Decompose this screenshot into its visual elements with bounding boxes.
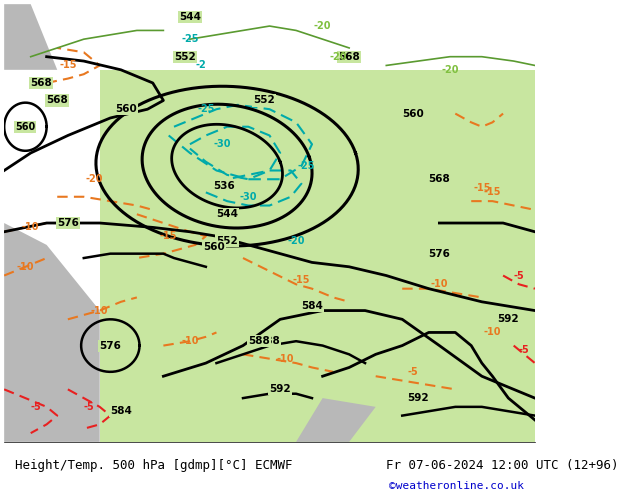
Text: -25: -25 — [298, 161, 316, 171]
Text: -2: -2 — [195, 60, 206, 71]
Text: 588: 588 — [248, 336, 270, 346]
Text: 552: 552 — [216, 236, 238, 245]
Text: -25: -25 — [197, 104, 214, 114]
Text: -10: -10 — [91, 306, 108, 316]
Text: -15: -15 — [160, 231, 178, 241]
Text: 588: 588 — [259, 336, 280, 346]
Text: ©weatheronline.co.uk: ©weatheronline.co.uk — [389, 481, 524, 490]
Text: -30: -30 — [213, 139, 231, 149]
Text: 560: 560 — [115, 104, 137, 114]
Text: -20: -20 — [330, 51, 347, 62]
Text: 584: 584 — [301, 301, 323, 311]
Text: 536: 536 — [214, 181, 235, 191]
Text: Height/Temp. 500 hPa [gdmp][°C] ECMWF: Height/Temp. 500 hPa [gdmp][°C] ECMWF — [15, 460, 292, 472]
Text: 544: 544 — [216, 209, 238, 219]
Text: -10: -10 — [484, 327, 501, 338]
Text: -10: -10 — [430, 279, 448, 289]
Polygon shape — [296, 398, 376, 442]
Text: -10: -10 — [16, 262, 34, 272]
Text: -15: -15 — [484, 187, 501, 197]
Text: 592: 592 — [269, 384, 291, 394]
Text: 568: 568 — [429, 174, 450, 184]
Text: -15: -15 — [59, 60, 77, 71]
Text: 560: 560 — [15, 122, 36, 132]
Polygon shape — [4, 4, 57, 70]
Text: -15: -15 — [293, 275, 310, 285]
Text: 552: 552 — [254, 96, 275, 105]
Text: 576: 576 — [429, 248, 450, 259]
Text: 592: 592 — [407, 393, 429, 403]
Text: 568: 568 — [46, 96, 68, 105]
Text: -5: -5 — [519, 345, 529, 355]
Text: -20: -20 — [441, 65, 459, 75]
Text: -10: -10 — [276, 354, 294, 364]
Text: -10: -10 — [22, 222, 39, 232]
Text: -5: -5 — [84, 402, 94, 412]
Polygon shape — [100, 70, 535, 442]
Text: -15: -15 — [473, 183, 491, 193]
Text: 568: 568 — [339, 51, 360, 62]
Text: 576: 576 — [57, 218, 79, 228]
Text: 560: 560 — [402, 109, 424, 119]
Text: -20: -20 — [86, 174, 103, 184]
Text: -10: -10 — [181, 336, 198, 346]
Text: -25: -25 — [181, 34, 198, 44]
Text: -30: -30 — [240, 192, 257, 202]
Text: 568: 568 — [30, 78, 52, 88]
Text: 592: 592 — [498, 314, 519, 324]
Text: 560: 560 — [203, 242, 224, 252]
Text: -20: -20 — [287, 236, 305, 245]
Polygon shape — [4, 223, 100, 442]
Text: 552: 552 — [174, 51, 195, 62]
Text: 544: 544 — [179, 12, 201, 23]
Text: 576: 576 — [100, 341, 121, 350]
Text: -5: -5 — [514, 270, 524, 281]
Text: -5: -5 — [30, 402, 41, 412]
Text: -20: -20 — [314, 21, 332, 31]
Text: 584: 584 — [110, 406, 132, 416]
Text: Fr 07-06-2024 12:00 UTC (12+96): Fr 07-06-2024 12:00 UTC (12+96) — [386, 460, 619, 472]
Text: -5: -5 — [408, 367, 418, 377]
